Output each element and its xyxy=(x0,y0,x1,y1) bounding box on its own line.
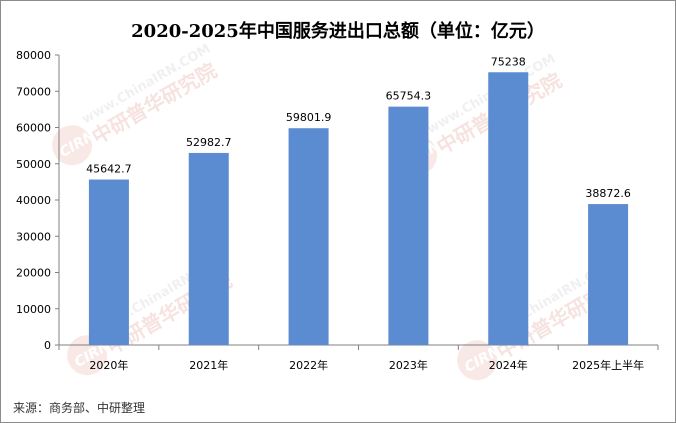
data-label: 52982.7 xyxy=(186,136,232,149)
x-tick-label: 2022年 xyxy=(289,358,328,372)
watermark-logo-icon xyxy=(52,125,93,166)
bar xyxy=(388,106,429,346)
x-tick-label: 2020年 xyxy=(89,358,128,372)
data-label: 38872.6 xyxy=(585,187,631,200)
source-note: 来源：商务部、中研整理 xyxy=(13,401,146,415)
y-tick-label: 30000 xyxy=(16,230,51,243)
chart-title: 2020-2025年中国服务进出口总额（单位：亿元） xyxy=(131,21,545,42)
y-tick-label: 40000 xyxy=(16,194,51,207)
bar xyxy=(188,152,229,345)
x-tick-label: 2024年 xyxy=(489,358,528,372)
y-tick-label: 60000 xyxy=(16,122,51,135)
data-label: 59801.9 xyxy=(286,111,332,124)
bar xyxy=(488,72,529,345)
x-tick-label: 2023年 xyxy=(389,358,428,372)
y-tick-label: 20000 xyxy=(16,267,51,280)
y-tick-label: 0 xyxy=(44,339,51,352)
data-label: 75238 xyxy=(491,55,526,68)
y-tick-label: 80000 xyxy=(16,49,51,62)
y-tick-label: 10000 xyxy=(16,303,51,316)
bar xyxy=(288,128,329,345)
watermark-logo-icon xyxy=(457,340,498,381)
y-tick-label: 50000 xyxy=(16,158,51,171)
data-label: 45642.7 xyxy=(86,163,132,176)
bar xyxy=(88,179,129,345)
y-tick-label: 70000 xyxy=(16,85,51,98)
x-tick-label: 2025年上半年 xyxy=(572,358,644,372)
x-tick-label: 2021年 xyxy=(189,358,228,372)
data-label: 65754.3 xyxy=(386,90,432,103)
bar xyxy=(588,204,629,345)
